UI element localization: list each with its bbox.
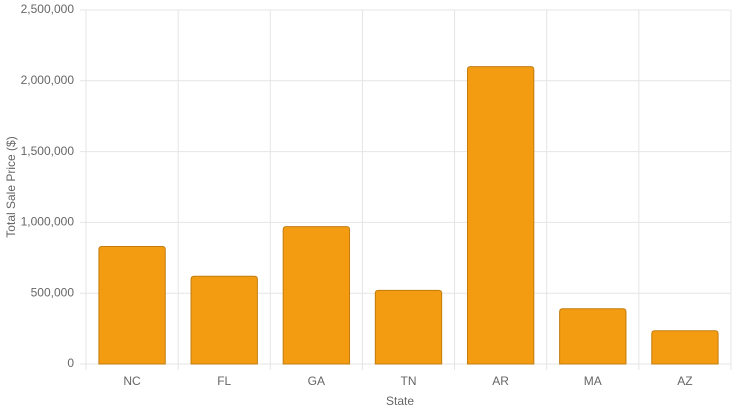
- bar: [374, 289, 443, 365]
- bar: [98, 245, 166, 365]
- y-tick-label: 1,500,000: [21, 144, 75, 158]
- y-axis-title: Total Sale Price ($): [4, 136, 18, 237]
- bar: [466, 66, 535, 365]
- y-tick-label: 500,000: [31, 285, 75, 299]
- x-tick-label: AZ: [677, 374, 692, 388]
- x-tick-label: GA: [308, 374, 325, 388]
- x-tick-label: AR: [492, 374, 509, 388]
- y-tick-label: 2,000,000: [21, 73, 75, 87]
- bar: [651, 330, 719, 365]
- y-tick-label: 0: [67, 356, 74, 370]
- x-axis-title: State: [386, 394, 414, 408]
- bar: [559, 308, 627, 365]
- y-tick-label: 2,500,000: [21, 2, 75, 16]
- bar: [190, 275, 258, 365]
- x-tick-label: MA: [584, 374, 602, 388]
- bar: [282, 226, 351, 365]
- x-tick-label: FL: [217, 374, 231, 388]
- x-tick-label: NC: [123, 374, 141, 388]
- y-tick-label: 1,000,000: [21, 215, 75, 229]
- x-tick-label: TN: [401, 374, 417, 388]
